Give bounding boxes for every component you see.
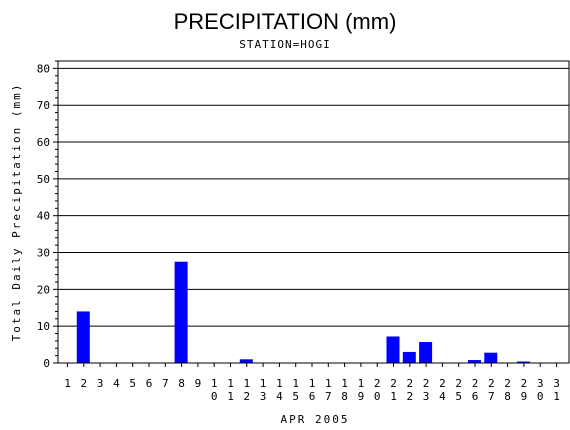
x-tick-label: 9 — [195, 377, 202, 390]
bar-day-29 — [516, 361, 530, 363]
y-tick-label: 0 — [43, 357, 50, 370]
gridlines — [58, 67, 569, 327]
bar-day-21 — [386, 336, 400, 363]
x-tick-label: 5 — [129, 377, 136, 390]
y-axis-ticks: 0 10 20 30 40 50 60 70 80 — [37, 60, 58, 370]
x-tick-label: 8 — [178, 377, 185, 390]
y-tick-label: 30 — [37, 247, 50, 260]
bar-day-8 — [174, 261, 188, 363]
plot-frame — [57, 60, 570, 364]
bar-day-27 — [484, 352, 498, 363]
x-tick-label: 1 — [64, 377, 71, 390]
x-axis-ticks: 1 2 3 4 5 6 7 8 9 1 01 11 21 31 41 51 61 71 81 92 02 12 22 32 42… — [64, 363, 560, 403]
y-tick-label: 50 — [37, 173, 50, 186]
chart-title: PRECIPITATION (mm) — [174, 9, 397, 34]
x-tick-label: 7 — [162, 377, 169, 390]
y-tick-label: 60 — [37, 136, 50, 149]
x-tick-label: 2 — [80, 377, 87, 390]
y-tick-label: 80 — [37, 62, 50, 75]
bar-day-12 — [239, 359, 253, 363]
bar-day-2 — [76, 311, 90, 363]
bar-day-23 — [419, 342, 433, 363]
y-tick-label: 40 — [37, 210, 50, 223]
x-axis-label: APR 2005 — [281, 413, 350, 426]
y-tick-label: 20 — [37, 283, 50, 296]
x-tick-label: 6 — [146, 377, 153, 390]
bars — [76, 261, 530, 363]
chart-subtitle: STATION=HOGI — [239, 38, 330, 51]
bar-day-26 — [468, 360, 481, 363]
y-axis-label: Total Daily Precipitation (mm) — [10, 83, 23, 342]
x-tick-label: 4 — [113, 377, 120, 390]
y-tick-label: 10 — [37, 320, 50, 333]
y-tick-label: 70 — [37, 99, 50, 112]
bar-day-22 — [402, 351, 416, 363]
x-tick-label: 3 — [97, 377, 104, 390]
